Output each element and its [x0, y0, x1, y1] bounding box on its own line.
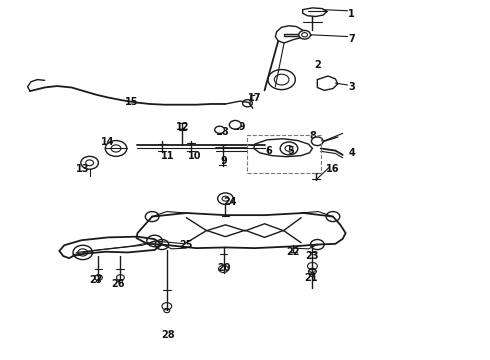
Circle shape: [215, 126, 224, 134]
Circle shape: [312, 137, 323, 145]
Text: 13: 13: [76, 163, 90, 174]
Text: 20: 20: [217, 262, 230, 273]
Text: 24: 24: [223, 197, 237, 207]
Text: 19: 19: [233, 122, 247, 132]
Text: 15: 15: [125, 97, 138, 107]
Circle shape: [299, 31, 311, 39]
Text: 17: 17: [248, 93, 262, 103]
Text: 27: 27: [90, 275, 103, 285]
Text: 1: 1: [348, 9, 355, 19]
Circle shape: [229, 121, 241, 129]
Text: 22: 22: [286, 247, 299, 257]
Text: 26: 26: [111, 279, 125, 289]
Text: 8: 8: [309, 131, 316, 141]
Text: 23: 23: [306, 251, 319, 261]
Text: 16: 16: [326, 164, 340, 174]
Text: 11: 11: [161, 150, 174, 161]
Text: 5: 5: [288, 146, 294, 156]
Text: 12: 12: [176, 122, 189, 132]
Text: 21: 21: [305, 273, 318, 283]
Text: 14: 14: [100, 137, 114, 147]
Text: 7: 7: [348, 35, 355, 44]
Text: 3: 3: [348, 82, 355, 93]
Text: 6: 6: [265, 146, 272, 156]
Text: 18: 18: [216, 127, 229, 137]
Text: 28: 28: [161, 330, 174, 340]
Text: 2: 2: [314, 60, 320, 70]
Text: 4: 4: [349, 148, 356, 158]
Bar: [247, 135, 321, 173]
Text: 25: 25: [180, 240, 193, 250]
Text: 10: 10: [189, 150, 202, 161]
Text: 9: 9: [220, 156, 227, 166]
